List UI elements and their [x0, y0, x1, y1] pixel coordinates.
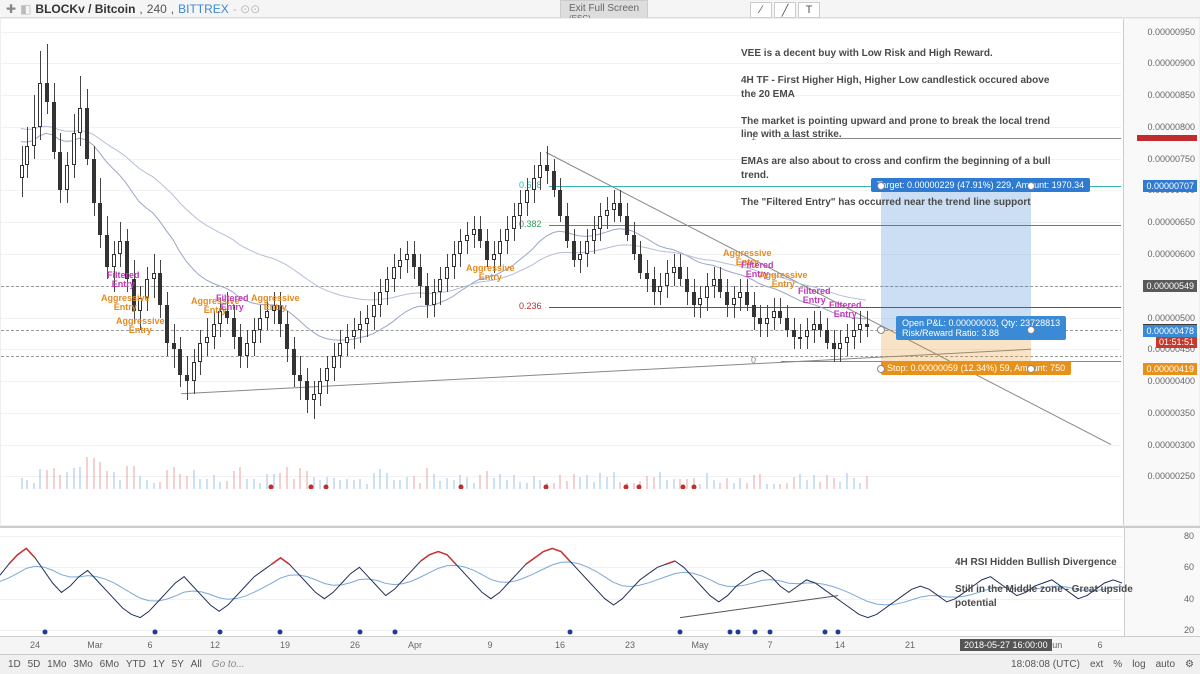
y-tick: 0.00000900 — [1147, 58, 1195, 68]
timeframe-1Mo[interactable]: 1Mo — [45, 659, 68, 670]
entry-label: AggressiveEntry — [101, 294, 150, 312]
x-tick: 23 — [625, 640, 635, 650]
x-tick: 9 — [487, 640, 492, 650]
fib-level: 0.618 — [519, 180, 542, 190]
stop-box[interactable]: Stop: 0.00000059 (12.34%) 59, Amount: 75… — [881, 361, 1071, 375]
analysis-notes: VEE is a decent buy with Low Risk and Hi… — [741, 47, 1061, 209]
price-axis[interactable]: 0.00000950 0.00000900 0.00000850 0.00000800… — [1123, 19, 1199, 525]
x-tick: 19 — [280, 640, 290, 650]
y-tick: 0.00000750 — [1147, 154, 1195, 164]
fib-level: 0.236 — [519, 301, 542, 311]
entry-label: AggressiveEntry — [116, 317, 165, 335]
timeframe-5Y[interactable]: 5Y — [170, 659, 186, 670]
y-tick: 0.00000350 — [1147, 408, 1195, 418]
entry-label: FilteredEntry — [216, 294, 249, 312]
trend-line-tool[interactable]: ∕ — [750, 2, 772, 18]
timeframe-All[interactable]: All — [189, 659, 204, 670]
fib-level: 0 — [751, 355, 756, 365]
x-tick: 16 — [555, 640, 565, 650]
entry-label: FilteredEntry — [798, 287, 831, 305]
x-tick: 6 — [147, 640, 152, 650]
drawing-toolbar: ∕ ╱ T — [750, 2, 820, 18]
entry-label: AggressiveEntry — [466, 264, 515, 282]
x-tick: 7 — [767, 640, 772, 650]
y-tick: 0.00000800 — [1147, 122, 1195, 132]
x-tick: 6 — [1097, 640, 1102, 650]
x-tick: May — [691, 640, 708, 650]
timeframe-YTD[interactable]: YTD — [124, 659, 148, 670]
y-tick: 0.00000300 — [1147, 440, 1195, 450]
y-tick: 0.00000950 — [1147, 27, 1195, 37]
y-tick: 0.00000500 — [1147, 313, 1195, 323]
y-tick: 0.00000250 — [1147, 471, 1195, 481]
symbol-name[interactable]: BLOCKv / Bitcoin — [35, 2, 135, 16]
entry-label: FilteredEntry — [829, 301, 862, 319]
x-tick: 24 — [30, 640, 40, 650]
x-tick: 21 — [905, 640, 915, 650]
main-chart-panel[interactable]: 10.6180.3820.2360Target: 0.00000229 (47.… — [0, 18, 1200, 526]
entry-label: FilteredEntry — [107, 271, 140, 289]
x-tick: 26 — [350, 640, 360, 650]
rsi-axis: 80604020 — [1124, 528, 1200, 636]
y-tick: 0.00000650 — [1147, 217, 1195, 227]
entry-label: AggressiveEntry — [251, 294, 300, 312]
x-tick: Mar — [87, 640, 103, 650]
y-tick: 0.00000600 — [1147, 249, 1195, 259]
price-tag: 0.00000419 — [1143, 363, 1197, 375]
add-symbol-icon[interactable]: ✚ — [6, 2, 16, 16]
view-icon[interactable]: ◧ — [20, 2, 31, 16]
overlay-dots: - ⊙⊙ — [233, 2, 260, 16]
timeframe-1Y[interactable]: 1Y — [151, 659, 167, 670]
symbol-info: ✚ ◧ BLOCKv / Bitcoin , 240 , BITTREX - ⊙… — [6, 2, 260, 16]
price-tag: 0.00000478 — [1143, 325, 1197, 337]
x-tick: Apr — [408, 640, 422, 650]
top-bar: ✚ ◧ BLOCKv / Bitcoin , 240 , BITTREX - ⊙… — [0, 0, 1200, 18]
price-tag: 0.00000707 — [1143, 180, 1197, 192]
exchange: BITTREX — [178, 2, 229, 16]
x-tick: 14 — [835, 640, 845, 650]
settings-icon[interactable]: ⚙ — [1185, 659, 1194, 670]
goto-button[interactable]: Go to... — [212, 659, 245, 670]
bottom-toolbar: 1D 5D 1Mo 3Mo 6Mo YTD 1Y 5Y All Go to...… — [0, 654, 1200, 674]
interval: 240 — [147, 2, 167, 16]
timeframe-6Mo[interactable]: 6Mo — [98, 659, 121, 670]
fib-level: 0.382 — [519, 219, 542, 229]
price-tag: 0.00000549 — [1143, 280, 1197, 292]
y-tick: 0.00000850 — [1147, 90, 1195, 100]
time-axis[interactable]: 24Mar6121926Apr91623May71421Jun62018-05-… — [0, 636, 1200, 654]
rsi-notes: 4H RSI Hidden Bullish Divergence Still i… — [955, 556, 1135, 610]
timeframe-3Mo[interactable]: 3Mo — [71, 659, 94, 670]
rsi-panel[interactable]: 80604020 4H RSI Hidden Bullish Divergenc… — [0, 526, 1200, 636]
ext-button[interactable]: ext — [1090, 659, 1103, 670]
x-tick: 12 — [210, 640, 220, 650]
hover-date: 2018-05-27 16:00:00 — [960, 639, 1052, 651]
pct-button[interactable]: % — [1113, 659, 1122, 670]
text-tool[interactable]: T — [798, 2, 820, 18]
open-position-box[interactable]: Open P&L: 0.00000003, Qty: 23728813Risk/… — [896, 316, 1066, 340]
auto-button[interactable]: auto — [1156, 659, 1175, 670]
y-tick: 0.00000400 — [1147, 376, 1195, 386]
log-button[interactable]: log — [1132, 659, 1145, 670]
horiz-line-tool[interactable]: ╱ — [774, 2, 796, 18]
clock: 18:08:08 (UTC) — [1011, 659, 1080, 670]
timeframe-1D[interactable]: 1D — [6, 659, 23, 670]
timeframe-5D[interactable]: 5D — [26, 659, 43, 670]
